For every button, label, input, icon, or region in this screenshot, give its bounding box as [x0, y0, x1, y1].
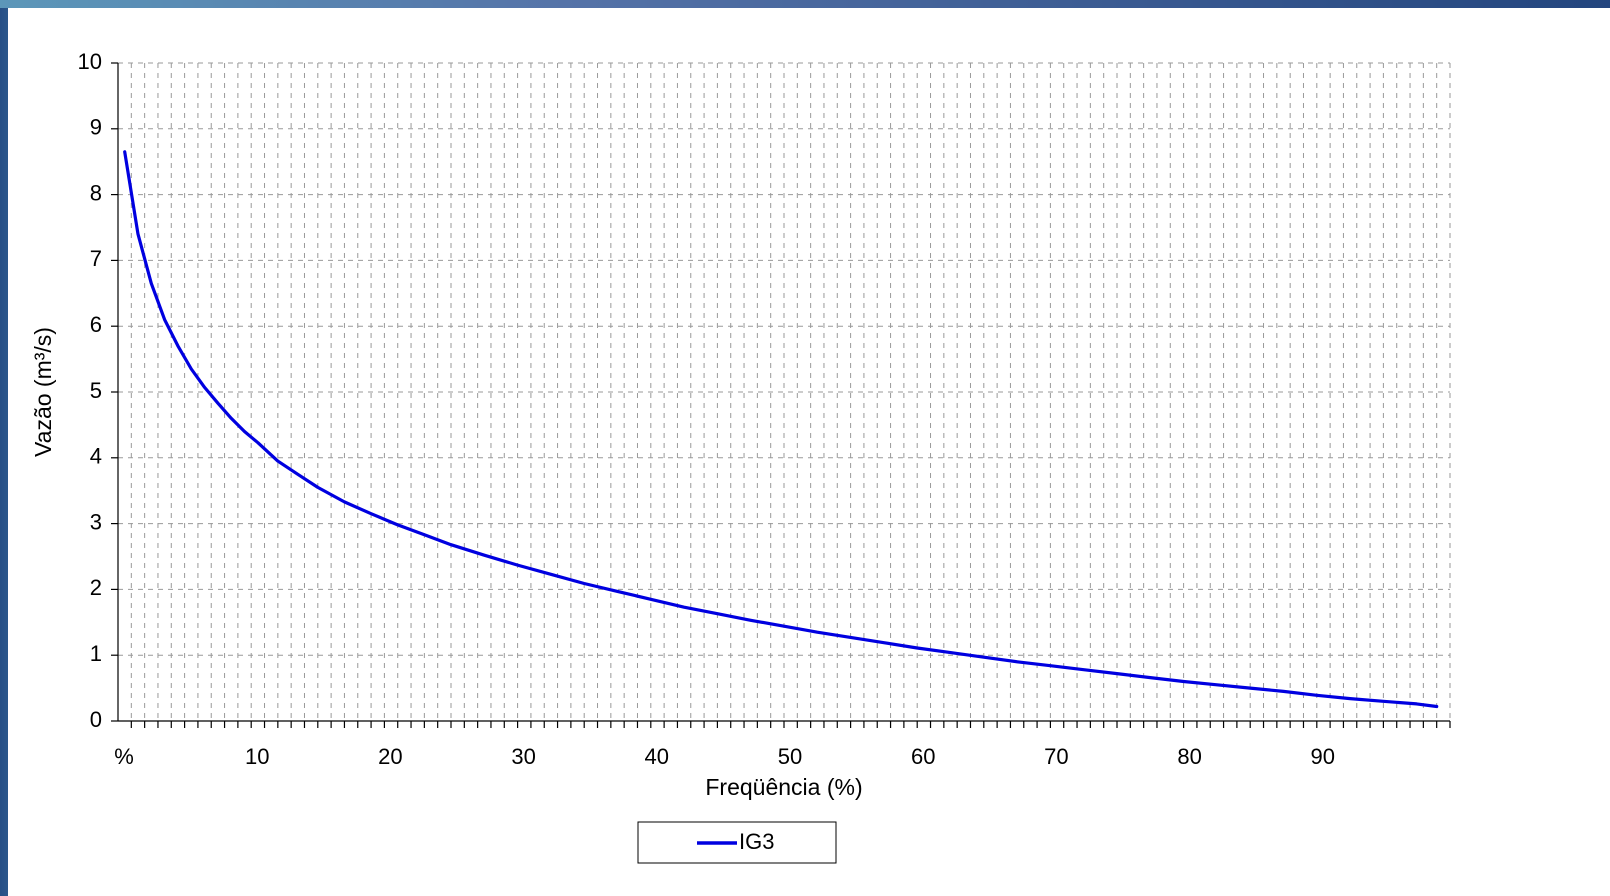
y-tick-label: 9 — [90, 115, 102, 140]
y-tick-label: 8 — [90, 180, 102, 205]
top-decor-band — [0, 0, 1610, 8]
x-tick-label: 70 — [1044, 744, 1068, 769]
x-tick-label: 90 — [1311, 744, 1335, 769]
y-tick-label: 6 — [90, 312, 102, 337]
x-tick-label: 80 — [1177, 744, 1201, 769]
y-tick-label: 4 — [90, 444, 102, 469]
y-tick-label: 10 — [78, 49, 102, 74]
x-tick-labels: % 10 20 30 40 50 60 70 80 90 — [114, 744, 1335, 769]
grid — [118, 62, 1451, 721]
y-tick-labels: 0 1 2 3 4 5 6 7 8 9 10 — [78, 49, 102, 732]
legend: IG3 — [637, 821, 837, 864]
y-tick-label: 2 — [90, 575, 102, 600]
y-tick-label: 1 — [90, 641, 102, 666]
y-tick-label: 7 — [90, 246, 102, 271]
series-group — [123, 150, 1439, 709]
y-tick-label: 0 — [90, 707, 102, 732]
legend-label-ig3: IG3 — [739, 829, 774, 854]
x-tick-label: % — [114, 744, 134, 769]
y-tick-label: 3 — [90, 509, 102, 534]
x-axis-title: Freqüência (%) — [705, 774, 862, 800]
y-axis-title: Vazão (m³/s) — [30, 327, 56, 457]
x-tick-label: 20 — [378, 744, 402, 769]
x-tick-label: 60 — [911, 744, 935, 769]
y-tick-label: 5 — [90, 378, 102, 403]
x-tick-label: 50 — [778, 744, 802, 769]
x-tick-label: 10 — [245, 744, 269, 769]
axes — [111, 62, 1451, 728]
series-line-ig3 — [123, 150, 1439, 709]
x-tick-label: 30 — [511, 744, 535, 769]
x-tick-label: 40 — [645, 744, 669, 769]
